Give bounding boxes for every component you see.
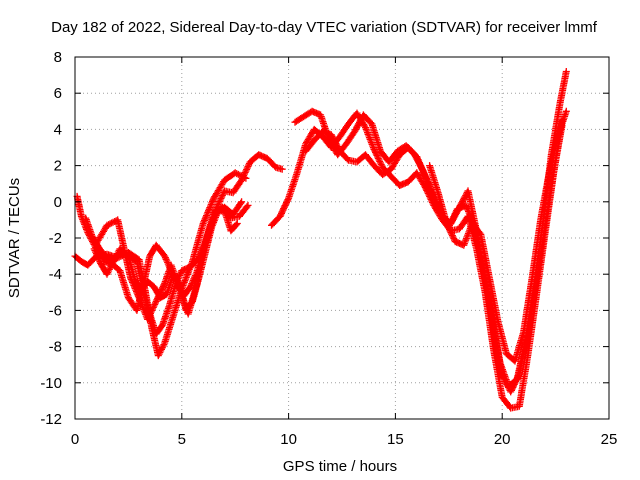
series-trace-g xyxy=(291,68,570,390)
x-axis-label: GPS time / hours xyxy=(283,458,397,475)
y-tick-label: 0 xyxy=(54,194,62,211)
y-tick-label: -4 xyxy=(49,266,62,283)
chart-title: Day 182 of 2022, Sidereal Day-to-day VTE… xyxy=(51,19,598,36)
x-tick-label: 15 xyxy=(387,431,404,448)
grid-lines xyxy=(75,57,609,419)
point-markers xyxy=(291,68,570,390)
series-trace-h xyxy=(302,122,566,396)
x-tick-label: 0 xyxy=(71,431,79,448)
axis-ticks: 0 5 10 15 20 25 -12 -10 -8 -6 -4 -2 0 2 4 6 8 xyxy=(40,49,617,448)
series-trace-e xyxy=(92,201,252,323)
y-tick-label: 6 xyxy=(54,85,62,102)
y-tick-label: -8 xyxy=(49,339,62,356)
y-tick-label: -12 xyxy=(40,411,62,428)
point-markers xyxy=(92,201,252,323)
x-tick-label: 10 xyxy=(280,431,297,448)
point-markers xyxy=(302,122,566,396)
y-tick-label: -2 xyxy=(49,230,62,247)
series-trace-i xyxy=(426,107,570,365)
y-tick-label: -10 xyxy=(40,375,62,392)
point-markers xyxy=(426,107,570,365)
y-tick-label: 2 xyxy=(54,158,62,175)
x-tick-label: 25 xyxy=(601,431,618,448)
y-tick-label: 8 xyxy=(54,49,62,66)
y-tick-label: -6 xyxy=(49,302,62,319)
x-tick-label: 5 xyxy=(178,431,186,448)
y-axis-label: SDTVAR / TECUs xyxy=(6,178,23,298)
data-points xyxy=(71,68,570,412)
y-tick-label: 4 xyxy=(54,121,62,138)
x-tick-label: 20 xyxy=(494,431,511,448)
